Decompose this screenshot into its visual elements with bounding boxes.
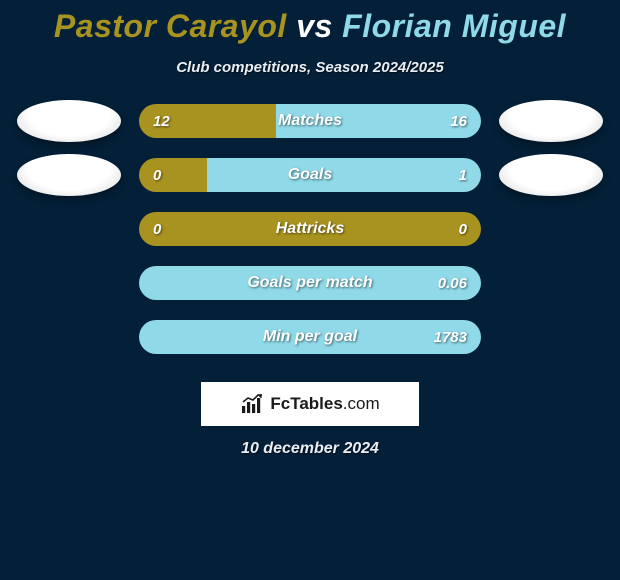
player1-avatar xyxy=(17,100,121,142)
avatar-spacer xyxy=(499,316,603,358)
player1-avatar xyxy=(17,154,121,196)
avatar-spacer xyxy=(17,316,121,358)
avatar-spacer xyxy=(499,208,603,250)
stat-row: 0.06Goals per match xyxy=(0,256,620,310)
bar-fill-right xyxy=(139,266,481,300)
stat-value-left: 0 xyxy=(153,212,161,246)
stat-value-right: 1783 xyxy=(434,320,467,354)
stat-bar: 01Goals xyxy=(139,158,481,192)
player2-avatar xyxy=(499,154,603,196)
bar-fill-left xyxy=(139,212,481,246)
stat-value-left: 0 xyxy=(153,158,161,192)
stat-bar: 00Hattricks xyxy=(139,212,481,246)
brand-badge: FcTables.com xyxy=(201,382,419,426)
subtitle: Club competitions, Season 2024/2025 xyxy=(0,49,620,94)
page-title: Pastor Carayol vs Florian Miguel xyxy=(0,6,620,49)
stat-bar: 0.06Goals per match xyxy=(139,266,481,300)
bar-fill-right xyxy=(207,158,481,192)
brand-text: FcTables.com xyxy=(270,394,379,414)
stat-bar: 1783Min per goal xyxy=(139,320,481,354)
stat-value-right: 1 xyxy=(459,158,467,192)
avatar-spacer xyxy=(17,262,121,304)
stat-bar: 1216Matches xyxy=(139,104,481,138)
player2-name: Florian Miguel xyxy=(342,8,566,44)
chart-icon xyxy=(240,393,266,415)
stats-list: 1216Matches01Goals00Hattricks0.06Goals p… xyxy=(0,94,620,364)
brand-light: .com xyxy=(343,394,380,413)
vs-text: vs xyxy=(296,8,333,44)
stat-row: 1216Matches xyxy=(0,94,620,148)
stat-value-right: 16 xyxy=(450,104,467,138)
stat-row: 1783Min per goal xyxy=(0,310,620,364)
stat-row: 01Goals xyxy=(0,148,620,202)
stat-value-left: 12 xyxy=(153,104,170,138)
comparison-card: Pastor Carayol vs Florian Miguel Club co… xyxy=(0,0,620,472)
avatar-spacer xyxy=(499,262,603,304)
bar-fill-right xyxy=(139,320,481,354)
stat-value-right: 0.06 xyxy=(438,266,467,300)
date-text: 10 december 2024 xyxy=(0,426,620,472)
player1-name: Pastor Carayol xyxy=(54,8,287,44)
brand-bold: FcTables xyxy=(270,394,342,413)
player2-avatar xyxy=(499,100,603,142)
stat-row: 00Hattricks xyxy=(0,202,620,256)
stat-value-right: 0 xyxy=(459,212,467,246)
bar-fill-left xyxy=(139,158,207,192)
avatar-spacer xyxy=(17,208,121,250)
